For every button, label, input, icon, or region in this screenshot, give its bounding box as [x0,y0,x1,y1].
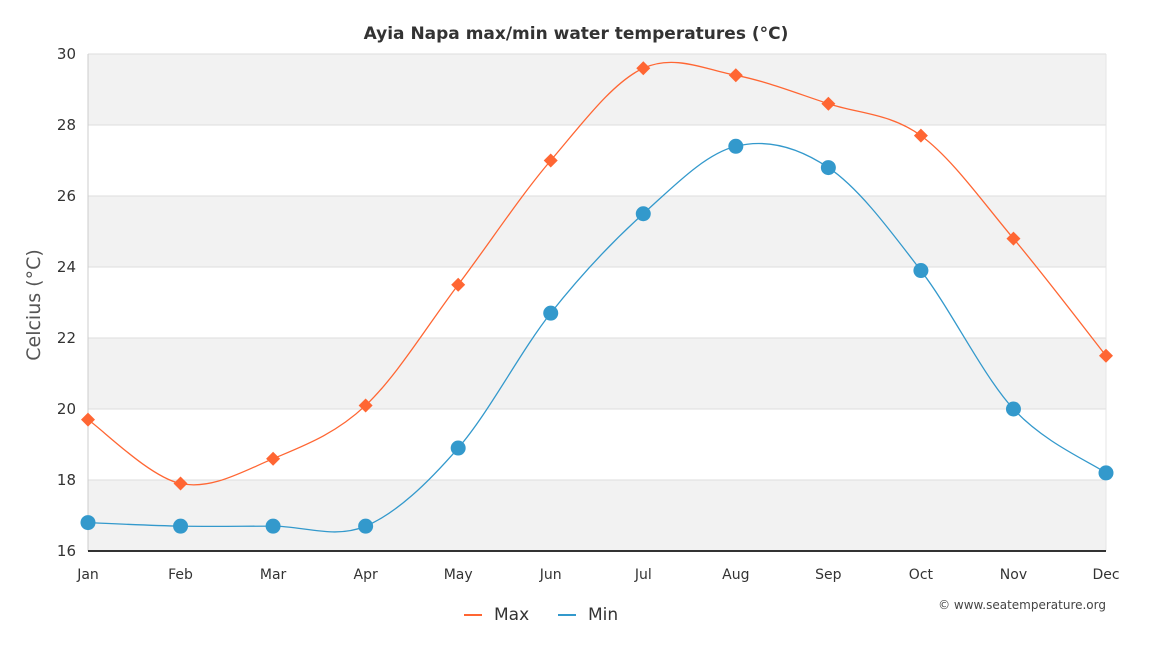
data-point-max[interactable] [1099,348,1113,363]
data-point-max[interactable] [1006,231,1021,246]
data-point-min[interactable] [265,518,281,534]
x-tick-label: Feb [168,567,193,583]
x-tick-label: Oct [909,567,934,583]
legend-min-label: Min [588,605,618,625]
x-tick-label: Apr [354,567,378,583]
y-tick-label: 20 [57,400,76,418]
axes [87,54,1107,552]
x-tick-labels: Jan Feb Mar Apr May Jun Jul Aug Sep Oct Nov Dec [76,567,1119,583]
y-tick-label: 28 [57,116,76,134]
y-tick-label: 30 [57,45,76,63]
plot-band [88,196,1106,267]
legend-max-label: Max [494,605,529,625]
series-line [87,61,1107,486]
y-tick-label: 16 [57,542,76,560]
plot-band [88,54,1106,125]
data-point-min[interactable] [728,138,744,154]
data-point-max[interactable] [451,277,466,292]
data-point-min[interactable] [358,518,374,534]
data-point-max[interactable] [543,153,558,168]
gridlines [88,53,1106,552]
series-min [80,138,1114,534]
credit-text[interactable]: © www.seatemperature.org [938,598,1106,612]
x-tick-label: Dec [1092,567,1119,583]
data-point-min[interactable] [1098,465,1114,481]
data-point-max[interactable] [358,398,373,413]
legend-item-min[interactable]: Min [558,605,618,625]
y-tick-label: 18 [57,471,76,489]
data-point-min[interactable] [1005,401,1021,417]
data-point-max[interactable] [728,68,743,83]
data-point-max[interactable] [636,61,651,76]
legend-item-max[interactable]: Max [464,605,529,625]
x-tick-label: Nov [1000,567,1027,583]
y-axis-label: Celcius (°C) [23,249,45,361]
y-tick-labels: 16 18 20 22 24 26 28 30 [57,45,76,560]
plot-band [88,338,1106,409]
x-tick-label: Sep [815,567,842,583]
data-point-min[interactable] [450,440,466,456]
plot-band [88,480,1106,551]
x-tick-label: Aug [722,567,749,583]
data-point-max[interactable] [266,451,281,466]
x-tick-label: Jul [634,567,652,583]
data-point-min[interactable] [913,263,929,279]
data-point-max[interactable] [173,476,188,491]
data-point-min[interactable] [173,518,189,534]
x-tick-label: May [444,567,473,583]
plot-bands [88,54,1106,551]
y-tick-label: 22 [57,329,76,347]
data-point-min[interactable] [80,515,96,531]
x-tick-label: Jan [76,567,99,583]
data-point-min[interactable] [543,305,559,321]
data-point-min[interactable] [635,206,651,222]
series-max [81,61,1113,491]
y-tick-label: 24 [57,258,76,276]
x-tick-label: Mar [260,567,287,583]
x-tick-label: Jun [539,567,562,583]
y-tick-label: 26 [57,187,76,205]
series-layer [80,61,1114,534]
data-point-max[interactable] [81,412,95,427]
data-point-max[interactable] [913,128,928,143]
chart-title: Ayia Napa max/min water temperatures (°C… [364,24,789,44]
data-point-max[interactable] [821,96,836,111]
legend[interactable]: Max Min [464,605,618,625]
data-point-min[interactable] [820,160,836,176]
